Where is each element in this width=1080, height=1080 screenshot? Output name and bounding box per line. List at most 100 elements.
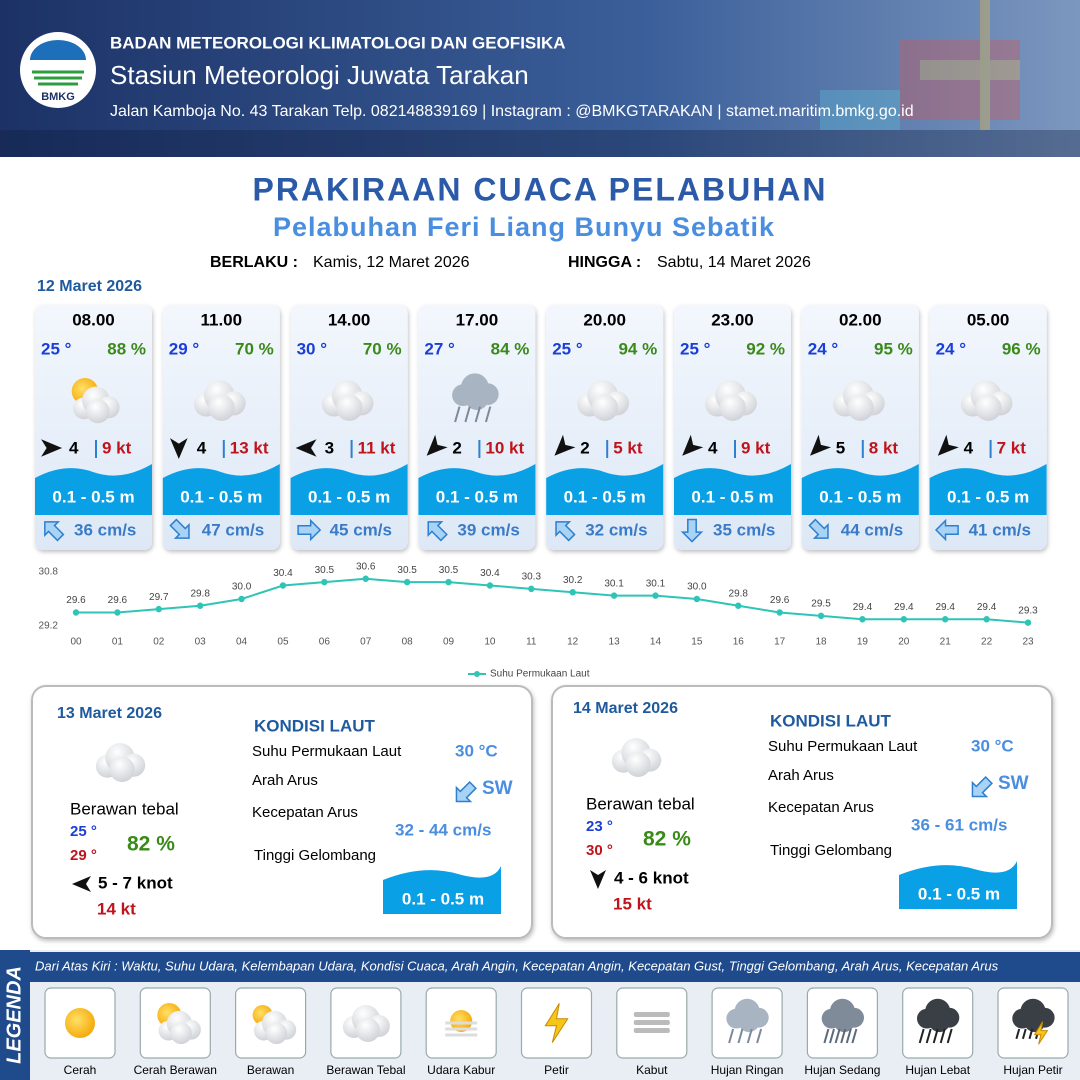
logo-lines — [32, 70, 84, 86]
weather-icon — [445, 1010, 478, 1037]
cloud-part — [1024, 1010, 1046, 1033]
rain-streak — [756, 1028, 763, 1044]
wave — [801, 464, 919, 515]
subtitle: Pelabuhan Feri Liang Bunyu Sebatik — [273, 212, 775, 242]
rain-streak — [946, 1028, 953, 1044]
x-tick-label: 17 — [774, 637, 786, 648]
gust: 10 kt — [485, 438, 524, 457]
value-label: 30.5 — [315, 565, 335, 576]
rain-streak — [474, 406, 481, 423]
temperature: 29 ° — [169, 339, 200, 358]
wind-arrow — [72, 876, 91, 892]
x-tick-label: 08 — [402, 637, 414, 648]
gust: 9 kt — [741, 438, 771, 457]
logo-text: BMKG — [41, 91, 75, 103]
wave — [899, 861, 1017, 909]
value-label: 30.6 — [356, 561, 376, 572]
legend-marker — [474, 671, 480, 677]
x-tick-label: 22 — [981, 637, 993, 648]
value-label: 29.6 — [770, 595, 790, 606]
legend-item: Hujan Ringan — [711, 1063, 784, 1077]
rain-streak — [939, 1028, 946, 1044]
value-label: 30.2 — [563, 575, 583, 586]
address: Jalan Kamboja No. 43 Tarakan Telp. 08214… — [110, 103, 914, 120]
x-tick-label: 11 — [526, 637, 537, 648]
gust: 15 kt — [613, 894, 652, 913]
point — [817, 612, 825, 620]
wind-arrow — [554, 434, 576, 456]
wind-arrow — [810, 434, 832, 456]
value-label: 29.4 — [894, 602, 914, 613]
value-label: 29.8 — [190, 588, 210, 599]
legend-item: Berawan Tebal — [326, 1063, 405, 1077]
temperature: 25 ° — [552, 339, 583, 358]
humidity: 82 % — [643, 828, 691, 851]
cloud-part — [847, 394, 874, 421]
wave — [35, 464, 152, 515]
time: 08.00 — [72, 310, 115, 329]
point — [610, 592, 618, 599]
point — [362, 575, 369, 582]
current-speed: 36 - 61 cm/s — [911, 815, 1007, 834]
wave-height: 0.1 - 0.5 m — [947, 487, 1029, 506]
wave-height: 0.1 - 0.5 m — [180, 487, 262, 506]
wind-speed: 4 — [69, 438, 79, 457]
point — [72, 609, 80, 616]
rain-streak — [1028, 1028, 1034, 1040]
gust: 8 kt — [869, 438, 899, 457]
gust: 7 kt — [997, 438, 1027, 457]
value-label: 29.6 — [66, 595, 86, 606]
rain-streak — [840, 1028, 847, 1044]
value-label: 30.0 — [687, 582, 707, 593]
x-tick-label: 07 — [360, 637, 372, 648]
weather-icon — [321, 380, 374, 421]
wind-speed: 2 — [452, 438, 461, 457]
weather-icon — [252, 1005, 297, 1045]
wind-arrow — [170, 438, 188, 459]
weather-icon — [1012, 998, 1055, 1045]
temperature: 30 ° — [297, 339, 328, 358]
current-speed: 45 cm/s — [330, 520, 392, 539]
humidity: 95 % — [874, 339, 913, 358]
rain-streak — [845, 1028, 852, 1044]
weather-icon — [194, 380, 246, 421]
current-arrow — [971, 776, 993, 798]
x-tick-label: 03 — [195, 637, 207, 648]
condition: Berawan tebal — [70, 799, 179, 818]
wave — [290, 464, 408, 515]
current-arrow — [44, 521, 65, 542]
y-tick-label: 30.8 — [39, 567, 59, 578]
legend-item: Hujan Sedang — [804, 1063, 880, 1077]
point — [196, 602, 204, 609]
time: 14.00 — [328, 310, 371, 329]
temp-min: 23 ° — [586, 818, 613, 835]
x-tick-label: 06 — [319, 637, 331, 648]
wind-speed: 5 — [836, 438, 845, 457]
time: 05.00 — [967, 310, 1010, 329]
direction-label: Arah Arus — [768, 767, 834, 784]
value-label: 29.4 — [977, 602, 997, 613]
weather-icon — [821, 998, 864, 1044]
temperature: 25 ° — [41, 339, 72, 358]
value-label: 29.6 — [108, 595, 128, 606]
wave-height: 0.1 - 0.5 m — [918, 884, 1000, 903]
wind-speed: 4 — [708, 438, 718, 457]
legend-item: Hujan Petir — [1003, 1063, 1062, 1077]
temperature: 24 ° — [808, 339, 839, 358]
point — [652, 592, 659, 599]
x-tick-label: 05 — [277, 637, 289, 648]
point — [321, 578, 328, 586]
current-speed: 47 cm/s — [202, 520, 264, 539]
fog — [633, 1020, 670, 1025]
rain-streak — [464, 406, 471, 423]
wind-arrow — [590, 870, 606, 889]
weather-icon — [611, 738, 662, 777]
legend-description: Dari Atas Kiri : Waktu, Suhu Udara, Kele… — [35, 958, 999, 973]
cloud-part — [975, 394, 1002, 421]
day-date: 12 Maret 2026 — [37, 278, 142, 295]
valid-from-label: BERLAKU : — [210, 254, 298, 271]
current-direction: SW — [482, 778, 513, 799]
point — [900, 616, 908, 623]
current-arrow — [455, 781, 477, 803]
